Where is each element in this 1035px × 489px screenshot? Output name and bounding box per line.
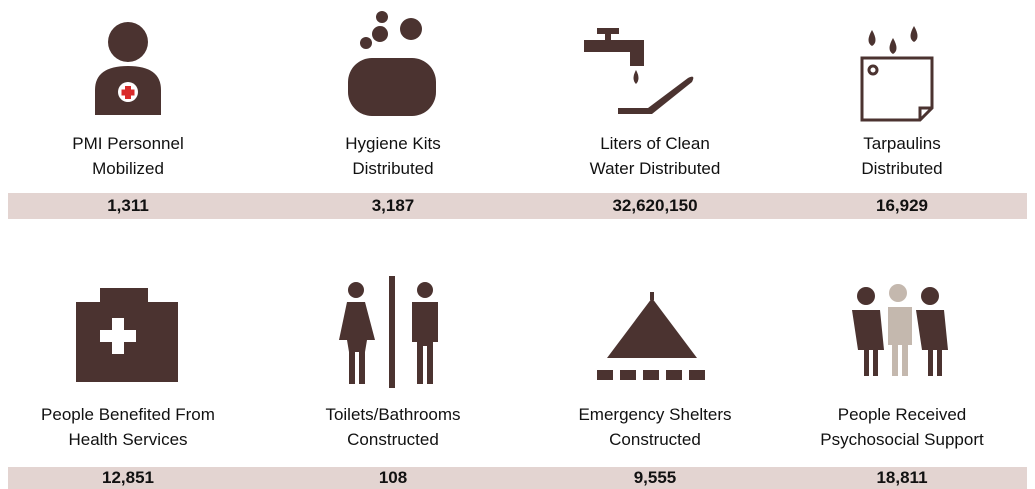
item-label: Distributed: [861, 159, 943, 178]
item-value: 18,811: [876, 468, 928, 487]
item-label: People Benefited From: [41, 405, 215, 424]
item-label: Liters of Clean: [600, 134, 710, 153]
item-value: 32,620,150: [612, 196, 698, 215]
item-label: Tarpaulins: [863, 134, 941, 153]
item-label: Distributed: [352, 159, 434, 178]
item-label: Psychosocial Support: [820, 430, 984, 449]
item-label: Constructed: [609, 430, 701, 449]
item-label: People Received: [837, 405, 967, 424]
item-value: 16,929: [876, 196, 928, 215]
item-label: Emergency Shelters: [578, 405, 732, 424]
item-label: Mobilized: [92, 159, 164, 178]
item-value: 3,187: [371, 196, 415, 215]
item-label: Hygiene Kits: [345, 134, 441, 153]
item-label: Water Distributed: [589, 159, 721, 178]
item-label: Toilets/Bathrooms: [325, 405, 461, 424]
item-value: 1,311: [107, 196, 149, 215]
item-label: PMI Personnel: [72, 134, 184, 153]
item-label: Health Services: [68, 430, 188, 449]
item-value: 12,851: [102, 468, 154, 487]
value-band: [8, 193, 1027, 219]
item-label: Constructed: [347, 430, 439, 449]
value-band: [8, 467, 1027, 489]
item-value: 9,555: [633, 468, 677, 487]
item-value: 108: [378, 468, 408, 487]
